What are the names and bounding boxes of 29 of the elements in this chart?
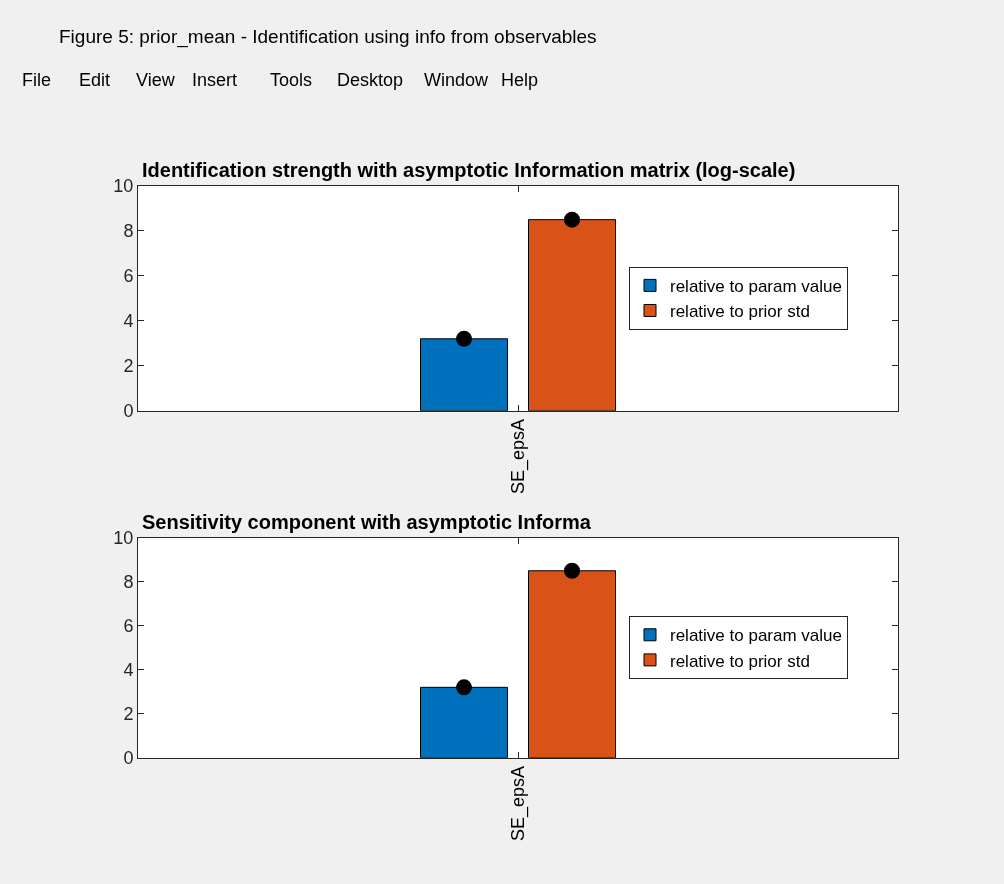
text: Desktop — [337, 70, 404, 90]
text: Edit — [79, 70, 111, 90]
x-tick-label: SE_epsA — [507, 418, 529, 494]
y-tick-label: 4 — [123, 311, 134, 332]
y-tick-label: 2 — [123, 356, 134, 377]
y-tick-label: 6 — [123, 266, 134, 287]
legend-label: relative to prior std — [670, 651, 810, 671]
y-tick-label: 8 — [123, 221, 134, 242]
text: Tools — [270, 70, 313, 90]
text: Figure 5: prior_mean - Identification using info from observables — [59, 26, 597, 48]
text: File — [22, 70, 52, 90]
y-tick-label: 6 — [123, 616, 134, 637]
chart-title: Sensitivity component with asymptotic Informa — [142, 511, 592, 533]
y-tick-label: 10 — [113, 528, 134, 549]
text: Window — [424, 70, 490, 90]
y-tick-label: 2 — [123, 704, 134, 725]
chart-title: Identification strength with asymptotic Information matrix (log-scale) — [142, 159, 796, 181]
y-tick-label: 0 — [123, 401, 134, 422]
y-tick-label: 10 — [113, 176, 134, 197]
legend-label: relative to param value — [670, 277, 842, 297]
legend-label: relative to param value — [670, 626, 842, 646]
text: Insert — [192, 70, 238, 90]
y-tick-label: 4 — [123, 660, 134, 681]
x-tick-label: SE_epsA — [507, 765, 529, 841]
text: View — [136, 70, 176, 90]
legend-label: relative to prior std — [670, 302, 810, 322]
text: Help — [501, 70, 539, 90]
y-tick-label: 8 — [123, 572, 134, 593]
y-tick-label: 0 — [123, 747, 134, 768]
